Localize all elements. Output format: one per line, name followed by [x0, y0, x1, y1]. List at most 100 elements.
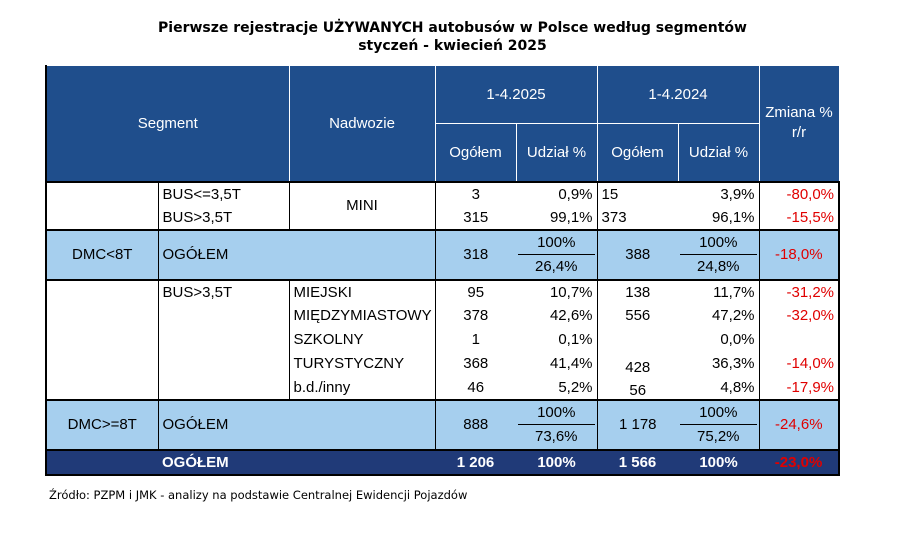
table-row-subtotal: DMC<8T OGÓŁEM 318 100% 26,4% 388 100% 24…: [45, 228, 841, 281]
nadwozie-label: b.d./inny: [288, 375, 436, 400]
cell-u24: 0,0%: [720, 331, 755, 348]
cell-u24-bottom: 75,2%: [696, 427, 740, 445]
header-change-label: Zmiana %: [765, 104, 833, 122]
cell-u24: 4,8%: [720, 378, 755, 396]
table-row: b.d./inny 46 5,2% 56 4,8% -17,9%: [46, 375, 841, 400]
cell-u24: 36,3%: [711, 355, 755, 372]
header-period-2025: 1-4.2025: [434, 65, 598, 124]
nadwozie-mini: MINI: [288, 180, 436, 230]
cell-u25: 5,2%: [558, 378, 593, 396]
cell-o25: 378: [434, 303, 517, 328]
table-subtitle: styczeń - kwiecień 2025: [358, 38, 547, 54]
cell-change: -24,6%: [758, 398, 841, 450]
cell-u25: 0,9%: [516, 180, 598, 206]
header-ogolem-2024: Ogółem: [596, 123, 679, 182]
cell-u25-bottom: 26,4%: [534, 257, 578, 275]
cell-u25-split: 100% 26,4%: [516, 228, 598, 281]
segment-blank: [45, 279, 159, 400]
header-change: Zmiana % r/r: [758, 65, 840, 182]
total-label: OGÓŁEM: [158, 448, 436, 476]
subtotal-label: OGÓŁEM: [158, 398, 436, 450]
registrations-table: Segment Nadwozie 1-4.2025 1-4.2024 Zmian…: [44, 65, 841, 476]
cell-change: -14,0%: [758, 351, 841, 376]
table-row: SZKOLNY 1 0,1% 0,0%: [46, 327, 841, 352]
header-udzial-2025: Udział %: [515, 123, 598, 182]
total-blank: [45, 448, 158, 476]
cell-o25: 318: [434, 228, 517, 281]
table-row: BUS<=3,5T MINI 3 0,9% 15 3,9% -80,0%: [45, 180, 841, 230]
cell-u25: 41,4%: [549, 355, 593, 372]
table-row: BUS>3,5T MIEJSKI 95 10,7% 138 11,7% -31,…: [45, 279, 841, 400]
subsegment-label: BUS>3,5T: [162, 208, 233, 226]
cell-u24: 96,1%: [711, 208, 755, 226]
cell-o25: 3: [434, 180, 517, 206]
cell-o25: 368: [434, 351, 517, 376]
cell-o24: 388: [596, 228, 679, 281]
header-row-2: Ogółem Udział % Ogółem Udział %: [46, 123, 839, 182]
cell-u25-split: 100% 73,6%: [516, 398, 598, 450]
cell-o24: 373: [596, 205, 679, 230]
cell-o24: 1 566: [597, 448, 679, 476]
cell-u25: 0,1%: [558, 331, 593, 348]
cell-u24-split: 100% 24,8%: [678, 228, 760, 281]
cell-u25: 99,1%: [549, 208, 593, 226]
cell-u24-split: 100% 75,2%: [678, 398, 760, 450]
cell-o24: 15: [596, 180, 679, 206]
nadwozie-label: SZKOLNY: [288, 327, 436, 352]
cell-change: -80,0%: [758, 180, 841, 206]
cell-o24: 138: [596, 279, 679, 304]
cell-u24-top: 100%: [680, 232, 757, 255]
subsegment-label: BUS<=3,5T: [158, 180, 290, 206]
cell-u25-top: 100%: [518, 402, 595, 425]
cell-o25: 95: [434, 279, 517, 304]
header-segment: Segment: [44, 65, 290, 182]
cell-change: -15,5%: [758, 205, 841, 230]
header-udzial-2024: Udział %: [677, 123, 760, 182]
header-ogolem-2025: Ogółem: [434, 123, 517, 182]
table-title: Pierwsze rejestracje UŻYWANYCH autobusów…: [158, 20, 747, 36]
cell-change: -18,0%: [758, 228, 841, 281]
cell-o24: 1 178: [596, 398, 679, 450]
cell-change: [758, 327, 841, 352]
cell-change: -23,0%: [759, 448, 841, 476]
cell-o25: 46: [434, 375, 517, 400]
table-row: BUS>3,5T 315 99,1% 373 96,1% -15,5%: [46, 205, 841, 230]
header-nadwozie: Nadwozie: [288, 65, 436, 182]
cell-o25: 315: [434, 205, 517, 230]
cell-u24-bottom: 24,8%: [696, 257, 740, 275]
header-period-2024: 1-4.2024: [596, 65, 760, 124]
cell-u24: 100%: [678, 448, 760, 476]
segment-dmc-ge8: DMC>=8T: [45, 398, 159, 450]
cell-o25: 888: [434, 398, 517, 450]
table-row: MIĘDZYMIASTOWY 378 42,6% 556 47,2% -32,0…: [46, 303, 841, 328]
table-row-total: OGÓŁEM 1 206 100% 1 566 100% -23,0%: [45, 448, 841, 476]
cell-o24: [596, 327, 679, 352]
cell-change: -17,9%: [758, 375, 841, 400]
cell-u24: 3,9%: [678, 180, 760, 206]
source-note: Źródło: PZPM i JMK - analizy na podstawi…: [49, 488, 468, 502]
cell-u25-bottom: 73,6%: [534, 427, 578, 445]
header-change-sub: r/r: [791, 124, 807, 142]
cell-u25: 100%: [516, 448, 598, 476]
subtotal-label: OGÓŁEM: [158, 228, 436, 281]
cell-u25: 10,7%: [549, 283, 593, 301]
cell-u25-top: 100%: [518, 232, 595, 255]
nadwozie-label: MIEJSKI: [288, 279, 436, 304]
cell-u25: 42,6%: [549, 307, 593, 324]
cell-change: -32,0%: [758, 303, 841, 328]
nadwozie-label: TURYSTYCZNY: [288, 351, 436, 376]
segment-dmc-lt8: DMC<8T: [45, 228, 159, 281]
header-row-1: Segment Nadwozie 1-4.2025 1-4.2024 Zmian…: [44, 65, 840, 182]
cell-o24: 556: [596, 303, 679, 328]
table-row-subtotal: DMC>=8T OGÓŁEM 888 100% 73,6% 1 178 100%…: [45, 398, 841, 450]
cell-u24: 47,2%: [711, 307, 755, 324]
cell-change: -31,2%: [758, 279, 841, 304]
cell-o24: 428: [596, 351, 679, 376]
table-row: TURYSTYCZNY 368 41,4% 428 36,3% -14,0%: [46, 351, 841, 376]
subsegment-label: BUS>3,5T: [162, 283, 233, 301]
cell-o25: 1: [434, 327, 517, 352]
cell-o25: 1 206: [435, 448, 517, 476]
segment-blank: [45, 180, 159, 230]
cell-o24: 56: [596, 375, 679, 400]
cell-u24: 11,7%: [713, 283, 755, 301]
